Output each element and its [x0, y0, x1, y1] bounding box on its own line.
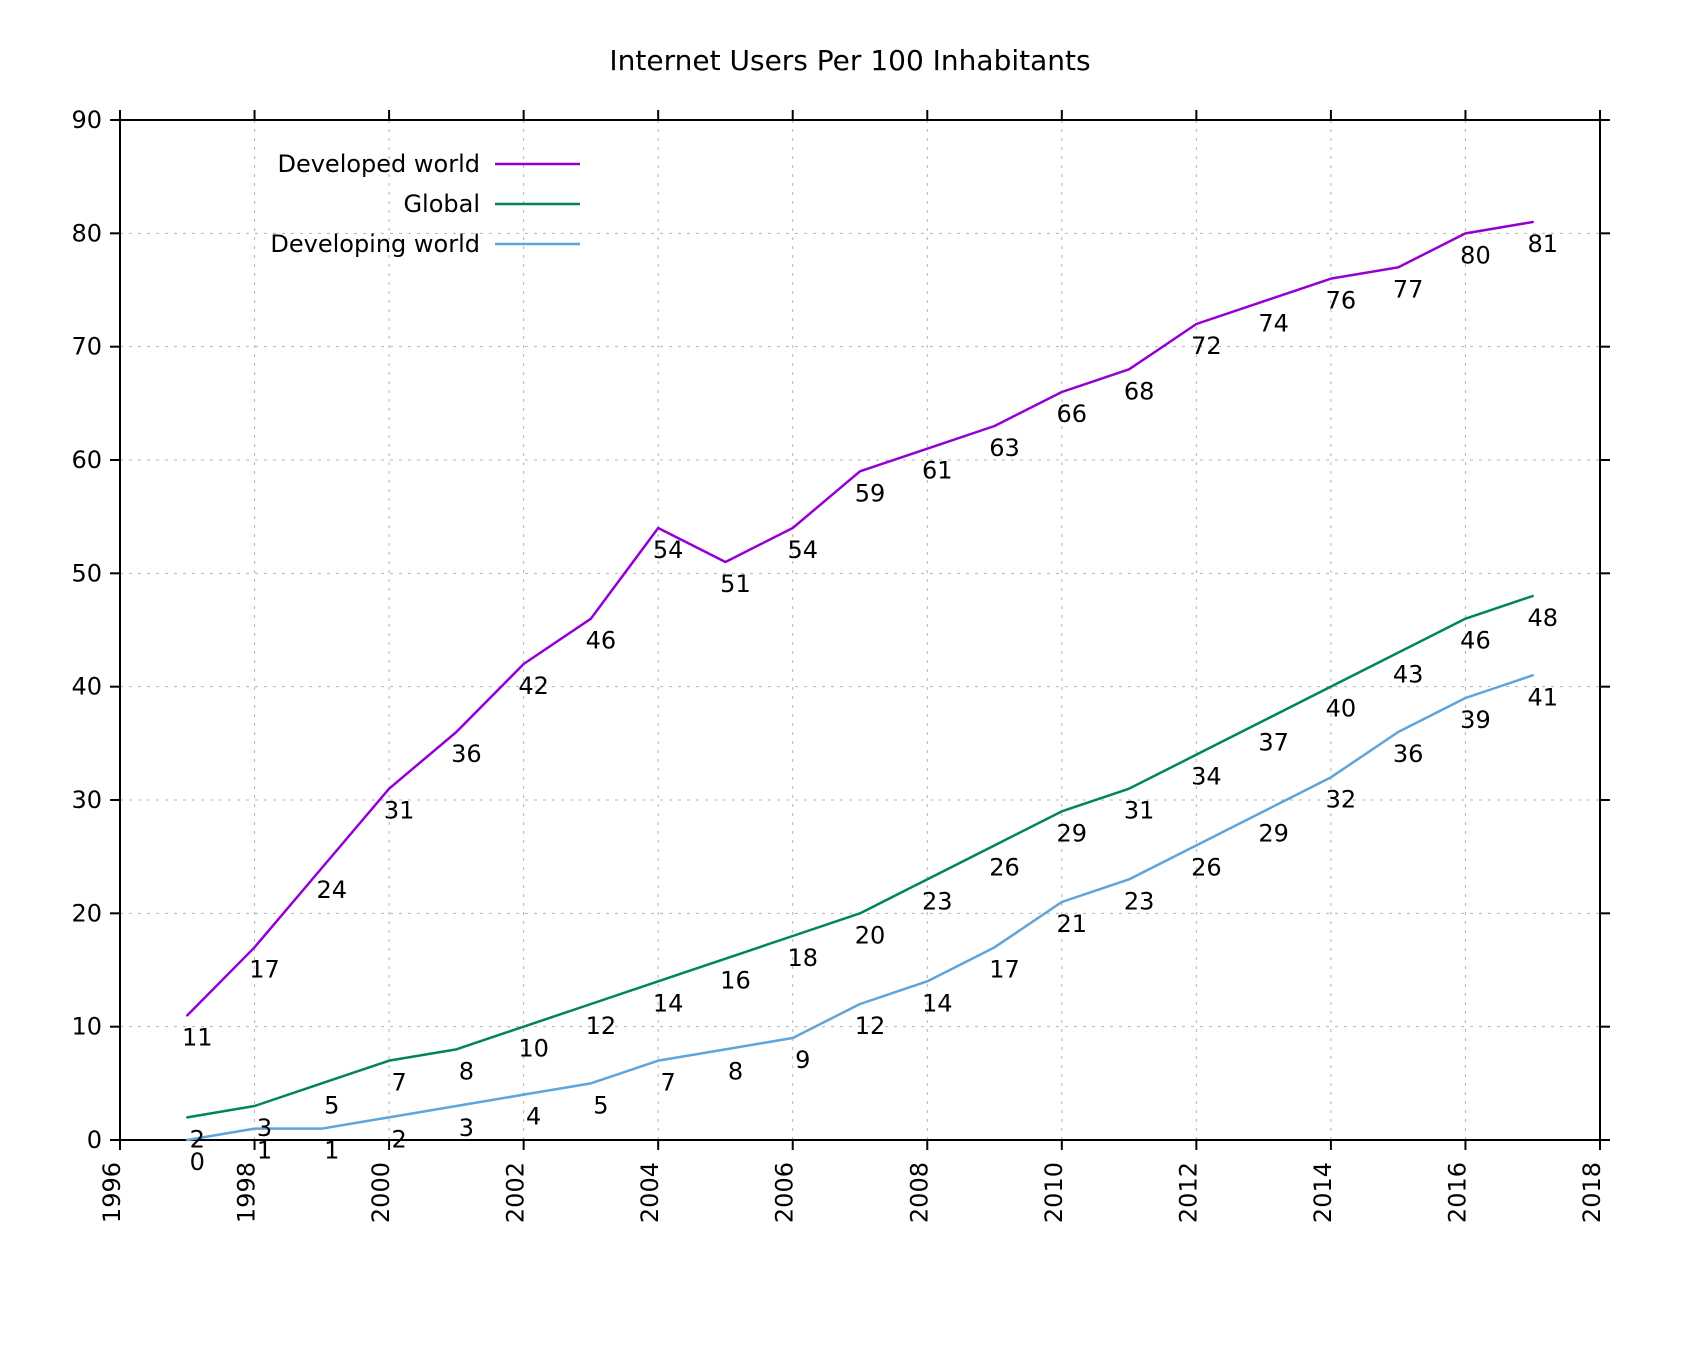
point-label-developing: 32: [1326, 785, 1357, 813]
point-label-developed: 46: [586, 627, 617, 655]
x-tick-label: 2002: [502, 1162, 530, 1223]
point-label-developed: 11: [182, 1023, 213, 1051]
point-label-global: 26: [989, 853, 1020, 881]
line-chart: Internet Users Per 100 Inhabitants 0 10 20…: [0, 0, 1701, 1361]
point-label-global: 12: [586, 1012, 617, 1040]
y-tick-label: 40: [71, 673, 102, 701]
point-label-developed: 54: [787, 536, 818, 564]
y-tick-label: 80: [71, 219, 102, 247]
x-tick-label: 2006: [771, 1162, 799, 1223]
legend-label-global: Global: [403, 190, 480, 218]
legend-label-developing: Developing world: [270, 230, 480, 258]
point-label-developing: 9: [795, 1046, 810, 1074]
point-label-developed: 63: [989, 434, 1020, 462]
point-label-developed: 51: [720, 570, 751, 598]
point-label-global: 46: [1460, 627, 1491, 655]
point-label-global: 2: [190, 1125, 205, 1153]
point-label-developed: 31: [384, 797, 415, 825]
point-label-developed: 74: [1258, 309, 1289, 337]
point-label-global: 48: [1527, 604, 1558, 632]
point-label-developed: 59: [855, 479, 886, 507]
point-label-developing: 23: [1124, 887, 1155, 915]
point-label-developed: 17: [249, 955, 280, 983]
point-label-global: 40: [1326, 695, 1357, 723]
x-tick-label: 1998: [233, 1162, 261, 1223]
point-label-developed: 42: [518, 672, 549, 700]
point-label-developing: 17: [989, 955, 1020, 983]
point-label-developing: 12: [855, 1012, 886, 1040]
point-label-global: 29: [1057, 819, 1088, 847]
point-label-global: 3: [257, 1114, 272, 1142]
point-label-global: 31: [1124, 797, 1155, 825]
point-label-developed: 72: [1191, 332, 1222, 360]
y-tick-label: 0: [87, 1126, 102, 1154]
point-label-developing: 29: [1258, 819, 1289, 847]
chart-background: [0, 0, 1701, 1361]
point-label-global: 20: [855, 921, 886, 949]
point-label-developed: 24: [317, 876, 348, 904]
x-tick-label: 2000: [367, 1162, 395, 1223]
point-label-developed: 68: [1124, 377, 1155, 405]
point-label-global: 8: [459, 1057, 474, 1085]
point-label-developing: 1: [324, 1137, 339, 1165]
point-label-global: 10: [518, 1035, 549, 1063]
point-label-developed: 54: [653, 536, 684, 564]
point-label-developing: 8: [728, 1057, 743, 1085]
point-label-developing: 5: [593, 1091, 608, 1119]
chart-title: Internet Users Per 100 Inhabitants: [609, 44, 1090, 77]
y-tick-label: 60: [71, 446, 102, 474]
point-label-global: 14: [653, 989, 684, 1017]
point-label-global: 16: [720, 967, 751, 995]
point-label-global: 43: [1393, 661, 1424, 689]
point-label-global: 7: [391, 1069, 406, 1097]
point-label-global: 37: [1258, 729, 1289, 757]
x-tick-label: 2012: [1174, 1162, 1202, 1223]
point-label-developed: 77: [1393, 275, 1424, 303]
point-label-developed: 66: [1057, 400, 1088, 428]
point-label-developing: 7: [661, 1069, 676, 1097]
point-label-developing: 2: [391, 1125, 406, 1153]
point-label-developing: 14: [922, 989, 953, 1017]
y-tick-label: 20: [71, 899, 102, 927]
y-tick-label: 10: [71, 1013, 102, 1041]
x-tick-label: 2008: [905, 1162, 933, 1223]
point-label-developing: 3: [459, 1114, 474, 1142]
point-label-developing: 36: [1393, 740, 1424, 768]
y-tick-label: 50: [71, 559, 102, 587]
y-tick-label: 30: [71, 786, 102, 814]
x-tick-label: 1996: [98, 1162, 126, 1223]
x-tick-label: 2014: [1309, 1162, 1337, 1223]
point-label-developed: 81: [1527, 230, 1558, 258]
point-label-developing: 41: [1527, 683, 1558, 711]
point-label-developing: 26: [1191, 853, 1222, 881]
x-tick-label: 2016: [1443, 1162, 1471, 1223]
y-tick-label: 90: [71, 106, 102, 134]
point-label-developed: 76: [1326, 287, 1357, 315]
point-label-global: 18: [787, 944, 818, 972]
legend-label-developed: Developed world: [277, 150, 480, 178]
point-label-global: 5: [324, 1091, 339, 1119]
x-tick-label: 2018: [1578, 1162, 1606, 1223]
point-label-developing: 39: [1460, 706, 1491, 734]
point-label-developed: 80: [1460, 241, 1491, 269]
point-label-developing: 21: [1057, 910, 1088, 938]
point-label-developed: 36: [451, 740, 482, 768]
y-tick-label: 70: [71, 333, 102, 361]
x-tick-label: 2004: [636, 1162, 664, 1223]
point-label-developing: 4: [526, 1103, 541, 1131]
x-tick-label: 2010: [1040, 1162, 1068, 1223]
point-label-developed: 61: [922, 457, 953, 485]
point-label-global: 34: [1191, 763, 1222, 791]
point-label-global: 23: [922, 887, 953, 915]
